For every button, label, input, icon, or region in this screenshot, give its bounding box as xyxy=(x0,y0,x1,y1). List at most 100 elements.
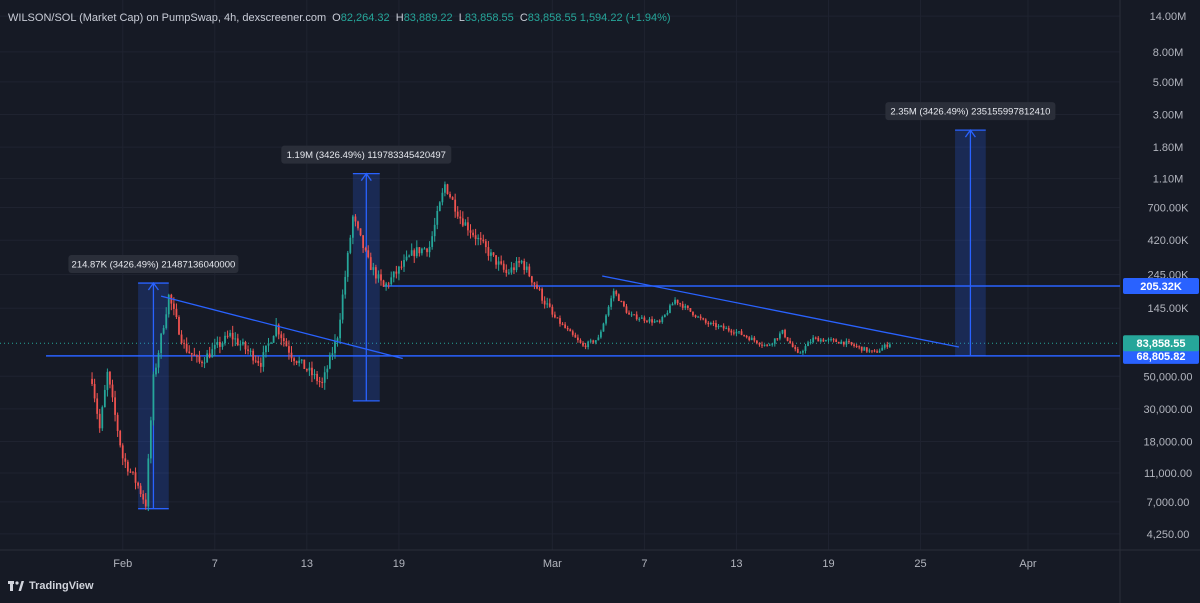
candle-body-down xyxy=(689,308,692,312)
candle-body-down xyxy=(474,235,477,240)
candle-body-up xyxy=(779,333,781,339)
candle-body-down xyxy=(109,371,111,385)
candle-body-down xyxy=(196,355,198,357)
candle-body-up xyxy=(669,305,671,313)
candle-body-down xyxy=(679,303,682,305)
candle-body-up xyxy=(684,305,687,308)
candle-body-up xyxy=(341,294,344,320)
candle-body-down xyxy=(727,328,730,331)
candle-body-down xyxy=(873,350,876,352)
candle-body-down xyxy=(124,458,127,462)
candle-body-down xyxy=(178,317,180,335)
x-tick-label: 19 xyxy=(393,558,405,570)
candle-body-up xyxy=(661,316,664,323)
candle-body-down xyxy=(198,355,201,362)
candle-body-down xyxy=(876,351,878,353)
candle-body-down xyxy=(623,301,625,307)
candle-body-down xyxy=(280,334,283,339)
candle-body-up xyxy=(863,347,866,351)
x-tick-label: 19 xyxy=(822,558,834,570)
candle-body-up xyxy=(267,343,270,346)
candle-body-up xyxy=(612,291,615,299)
candle-body-up xyxy=(385,283,388,287)
candle-body-up xyxy=(666,312,669,315)
candle-body-down xyxy=(628,312,630,315)
candle-body-down xyxy=(367,250,370,258)
candle-body-up xyxy=(213,344,216,350)
candle-body-up xyxy=(600,331,602,338)
candle-body-down xyxy=(484,241,487,248)
candle-body-down xyxy=(548,303,551,307)
candle-body-up xyxy=(594,340,597,343)
candle-body-up xyxy=(477,237,480,240)
candle-body-down xyxy=(454,199,457,212)
candle-body-down xyxy=(144,499,147,507)
candle-body-up xyxy=(845,341,848,345)
candle-body-down xyxy=(219,341,221,347)
candle-body-down xyxy=(142,494,145,500)
trend-line xyxy=(160,295,403,360)
candle-body-up xyxy=(630,314,633,316)
candle-body-down xyxy=(794,347,797,350)
candle-body-down xyxy=(190,352,193,355)
candle-body-down xyxy=(98,413,101,429)
candle-body-up xyxy=(249,350,252,352)
candle-body-down xyxy=(553,314,556,318)
tradingview-brand[interactable]: TradingView xyxy=(8,580,94,592)
candle-body-down xyxy=(193,354,196,356)
candle-body-up xyxy=(807,342,809,347)
candle-body-down xyxy=(318,381,321,383)
y-tick-label: 11,000.00 xyxy=(1144,468,1192,480)
candle-body-down xyxy=(479,237,482,240)
candle-body-down xyxy=(451,197,454,200)
candle-body-down xyxy=(93,383,96,399)
candle-body-up xyxy=(648,319,651,322)
candle-body-up xyxy=(410,250,413,256)
x-tick-label: 13 xyxy=(301,558,313,570)
candle-body-down xyxy=(482,239,485,242)
candle-body-down xyxy=(756,340,758,344)
candle-body-down xyxy=(853,344,855,346)
candle-body-down xyxy=(311,367,313,376)
candle-body-down xyxy=(676,299,679,304)
candle-body-down xyxy=(226,335,229,337)
candle-body-up xyxy=(265,345,267,353)
candle-body-down xyxy=(293,358,295,362)
candle-body-down xyxy=(556,317,559,319)
candle-body-down xyxy=(446,184,449,195)
candle-body-down xyxy=(282,338,285,342)
candle-body-down xyxy=(625,306,628,313)
candle-body-up xyxy=(275,324,278,336)
last-price-tag-box xyxy=(1123,335,1199,352)
candle-body-down xyxy=(569,329,572,332)
candle-body-down xyxy=(467,222,469,231)
candle-body-down xyxy=(247,349,249,351)
y-tick-label: 3.00M xyxy=(1153,110,1184,122)
candle-body-down xyxy=(487,247,490,256)
candle-body-down xyxy=(837,341,840,344)
level-price-tag-box xyxy=(1123,347,1199,364)
candle-body-down xyxy=(543,300,546,305)
measure-arrow-head xyxy=(360,172,372,182)
candle-body-up xyxy=(334,340,336,354)
candle-body-up xyxy=(868,350,871,352)
candle-body-up xyxy=(799,352,802,354)
candle-body-down xyxy=(259,362,262,367)
candle-body-down xyxy=(646,320,648,322)
candle-body-down xyxy=(126,461,129,472)
candle-body-up xyxy=(697,316,699,318)
price-axis[interactable]: 14.00M 8.00M 5.00M 3.00M 1.80M 1.10M 700.00K 42… xyxy=(1144,11,1193,541)
y-tick-label: 8.00M xyxy=(1153,47,1184,59)
candle-body-down xyxy=(111,384,114,398)
candle-body-up xyxy=(830,339,832,341)
candle-body-up xyxy=(157,353,160,368)
candle-body-down xyxy=(175,308,178,318)
candle-body-down xyxy=(254,360,257,362)
candle-body-up xyxy=(216,341,219,345)
time-axis[interactable]: Feb 7 13 19 Mar 7 13 19 25 Apr xyxy=(113,558,1037,570)
candle-body-down xyxy=(871,350,873,352)
candle-body-up xyxy=(408,255,411,257)
candle-body-up xyxy=(106,371,109,390)
